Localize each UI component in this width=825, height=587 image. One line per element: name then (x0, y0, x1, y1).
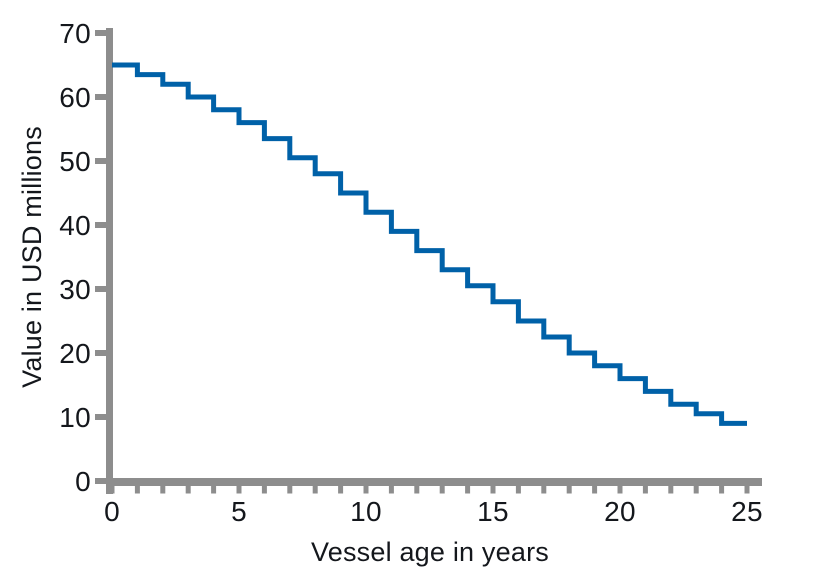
y-tick-label: 40 (59, 210, 91, 241)
x-tick (134, 486, 140, 494)
axes-layer (106, 28, 762, 494)
series-layer (112, 62, 747, 426)
x-tick (744, 486, 750, 494)
ticks-layer (95, 30, 750, 494)
x-tick-label: 5 (231, 496, 247, 527)
y-tick (95, 222, 106, 228)
x-tick (642, 486, 648, 494)
x-tick (338, 486, 344, 494)
y-tick-label: 60 (59, 82, 91, 113)
x-tick-label: 25 (731, 496, 763, 527)
x-tick (109, 486, 115, 494)
x-tick (719, 486, 725, 494)
x-tick (693, 486, 699, 494)
x-tick (668, 486, 674, 494)
y-tick-label: 30 (59, 274, 91, 305)
y-tick (95, 158, 106, 164)
x-tick-label: 15 (477, 496, 509, 527)
y-tick-label: 0 (75, 466, 91, 497)
x-tick (388, 486, 394, 494)
x-tick (287, 486, 293, 494)
y-tick-label: 50 (59, 146, 91, 177)
x-tick (566, 486, 572, 494)
x-axis-title: Vessel age in years (311, 537, 549, 567)
y-tick (95, 478, 106, 484)
x-axis-line (106, 478, 762, 486)
y-axis-line (106, 28, 113, 494)
tick-labels-layer: 0 10 20 30 40 50 60 70 0 5 10 15 20 25 (59, 18, 763, 527)
y-tick (95, 286, 106, 292)
x-tick (541, 486, 547, 494)
x-tick (236, 486, 242, 494)
x-tick (515, 486, 521, 494)
value-step-line (112, 62, 747, 426)
x-tick (439, 486, 445, 494)
x-tick (414, 486, 420, 494)
y-tick (95, 30, 106, 36)
x-tick (160, 486, 166, 494)
x-tick-label: 20 (604, 496, 636, 527)
y-tick (95, 414, 106, 420)
x-tick (465, 486, 471, 494)
x-tick (617, 486, 623, 494)
x-tick-label: 0 (104, 496, 120, 527)
x-tick (363, 486, 369, 494)
y-tick-label: 70 (59, 18, 91, 49)
x-tick (312, 486, 318, 494)
x-tick-label: 10 (350, 496, 382, 527)
y-axis-title: Value in USD millions (17, 126, 47, 388)
y-tick (95, 94, 106, 100)
y-tick (95, 350, 106, 356)
x-tick (592, 486, 598, 494)
y-tick-label: 20 (59, 338, 91, 369)
x-tick (261, 486, 267, 494)
y-tick-label: 10 (59, 402, 91, 433)
x-tick (490, 486, 496, 494)
x-tick (211, 486, 217, 494)
x-tick (185, 486, 191, 494)
